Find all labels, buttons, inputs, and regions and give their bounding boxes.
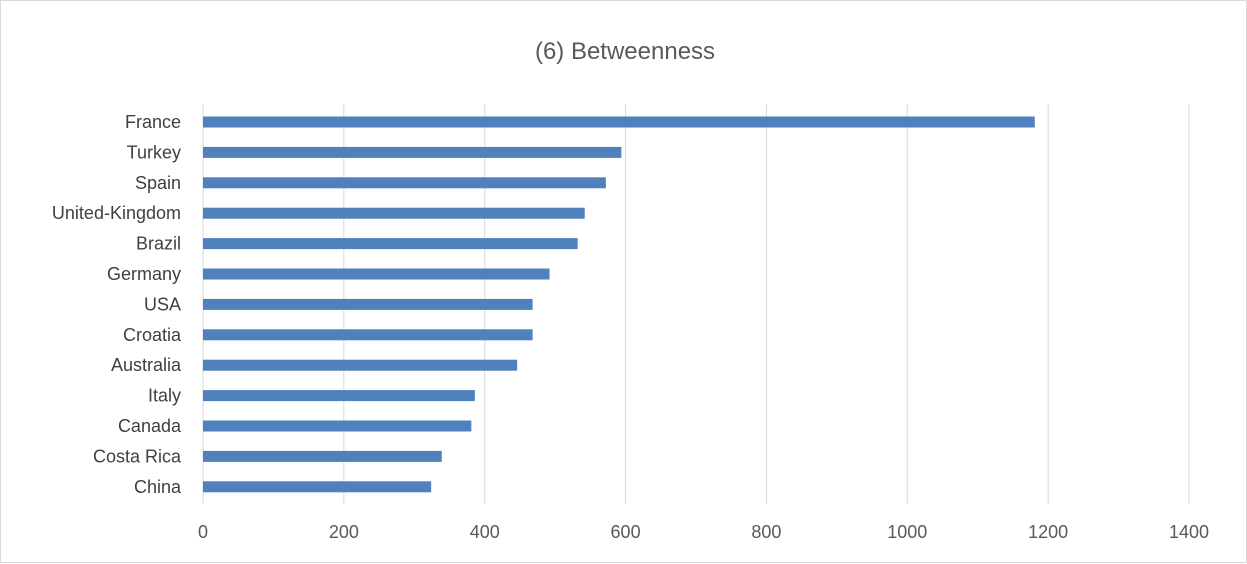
x-tick-label: 200 [329,522,359,542]
category-label: United-Kingdom [52,203,181,223]
category-label: Turkey [127,142,181,162]
x-tick-label: 600 [611,522,641,542]
bar-australia [203,359,518,371]
category-label: Australia [111,355,182,375]
bar-germany [203,268,550,280]
bar-usa [203,298,533,310]
x-tick-label: 0 [198,522,208,542]
category-label: USA [144,294,181,314]
category-label: Croatia [123,325,182,345]
chart-title: (6) Betweenness [535,38,715,65]
x-tick-label: 1000 [887,522,927,542]
x-axis-tick-labels: 0 200 400 600 800 1000 1200 1400 [198,522,1209,542]
x-tick-label: 1200 [1028,522,1068,542]
category-labels: France Turkey Spain United-Kingdom Brazil Ger… [52,112,182,497]
bar-france [203,116,1035,128]
bar-spain [203,177,606,189]
bars [203,116,1035,493]
category-label: Germany [107,264,181,284]
bar-italy [203,390,475,402]
x-tick-label: 1400 [1169,522,1209,542]
x-tick-label: 400 [470,522,500,542]
category-label: Costa Rica [93,446,182,466]
category-label: Brazil [136,234,181,254]
bar-united-kingdom [203,207,585,219]
category-label: Spain [135,173,181,193]
category-label: France [125,112,181,132]
bar-turkey [203,146,622,158]
category-label: Italy [148,386,181,406]
bar-brazil [203,238,578,250]
bar-costa-rica [203,450,442,462]
category-label: China [134,477,182,497]
bar-croatia [203,329,533,341]
bar-canada [203,420,472,432]
bar-china [203,481,432,493]
category-label: Canada [118,416,182,436]
x-tick-label: 800 [751,522,781,542]
